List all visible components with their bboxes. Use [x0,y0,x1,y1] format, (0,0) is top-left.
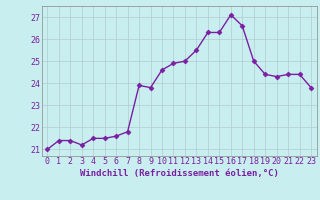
X-axis label: Windchill (Refroidissement éolien,°C): Windchill (Refroidissement éolien,°C) [80,169,279,178]
